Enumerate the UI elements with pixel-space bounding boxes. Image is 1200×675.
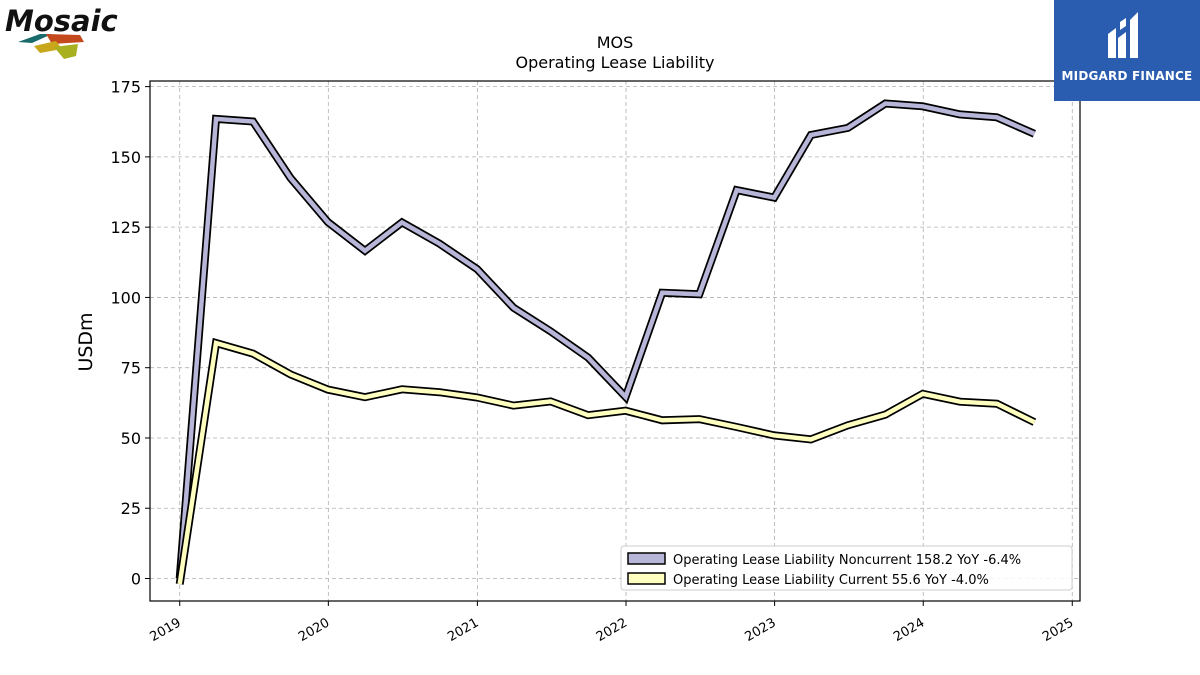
legend-swatch-1 (627, 572, 666, 585)
chart-subtitle: Operating Lease Liability (515, 53, 714, 72)
y-tick-label: 150 (110, 148, 141, 167)
x-tick-label: 2024 (891, 615, 927, 645)
x-tick-label: 2023 (742, 615, 778, 645)
chart-title: MOS (597, 33, 634, 52)
midgard-finance-wordmark: MIDGARD FINANCE (1061, 69, 1193, 83)
series-outline-0 (175, 99, 1037, 579)
x-tick-label: 2020 (296, 615, 332, 645)
svg-text:Mosaic: Mosaic (5, 4, 118, 38)
x-tick-label: 2021 (445, 615, 481, 645)
midgard-finance-logo: MIDGARD FINANCE (1054, 0, 1200, 101)
series-line-0 (177, 101, 1036, 579)
legend-swatch-0 (627, 552, 666, 565)
x-axis-ticks: 2019 2020 2021 2022 2023 2024 2025 (148, 601, 1076, 645)
y-tick-label: 100 (110, 288, 141, 307)
legend-box (620, 545, 1073, 591)
y-axis-ticks: 0 25 50 75 100 125 150 175 (110, 78, 150, 589)
midgard-finance-logo-mark (1108, 12, 1138, 58)
y-axis-label: USDm (75, 312, 97, 371)
y-tick-label: 50 (121, 429, 141, 448)
mosaic-logo-mark: Mosaic (5, 4, 118, 59)
x-tick-label: 2025 (1040, 615, 1076, 645)
mosaic-logo: Mosaic (4, 4, 129, 62)
legend: Operating Lease Liability Noncurrent 158… (620, 545, 1073, 591)
y-tick-label: 25 (121, 499, 141, 518)
legend-label-1: Operating Lease Liability Current 55.6 Y… (673, 573, 989, 588)
series-line-1 (177, 340, 1036, 585)
grid-lines (150, 81, 1080, 601)
legend-label-0: Operating Lease Liability Noncurrent 158… (673, 553, 1021, 568)
y-tick-label: 75 (121, 359, 141, 378)
x-tick-label: 2019 (148, 615, 184, 645)
axes-frame (149, 80, 1081, 602)
x-tick-label: 2022 (594, 615, 630, 645)
y-tick-label: 125 (110, 218, 141, 237)
y-tick-label: 0 (131, 570, 141, 589)
y-tick-label: 175 (110, 78, 141, 97)
series-layer (175, 99, 1037, 585)
